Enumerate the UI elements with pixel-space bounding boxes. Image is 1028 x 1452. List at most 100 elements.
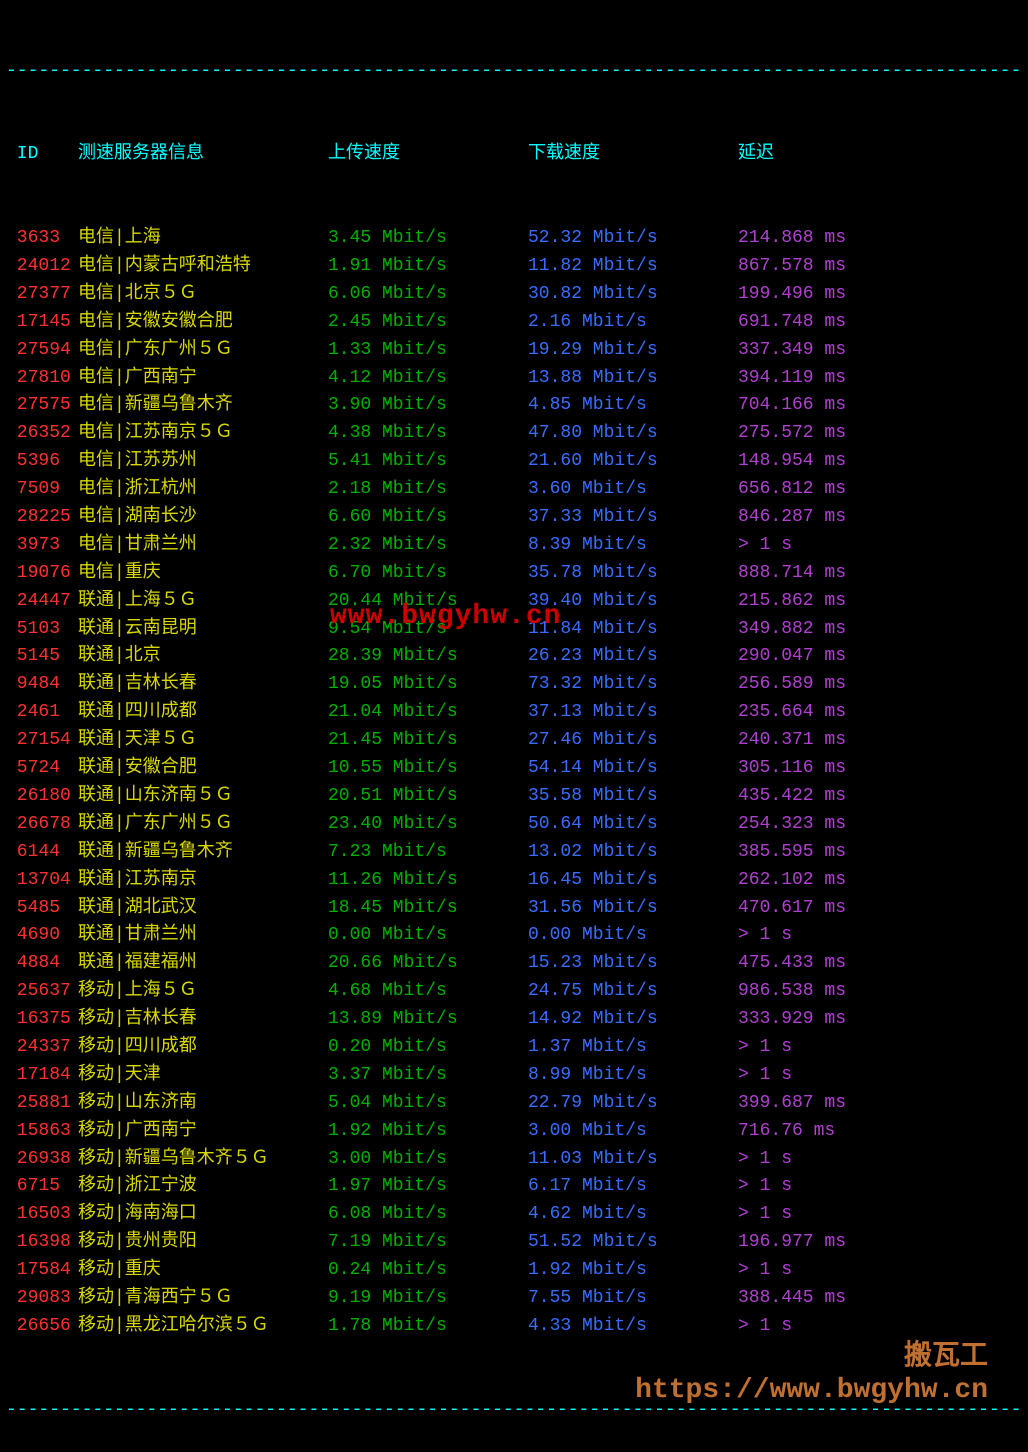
table-row: 5103联通|云南昆明9.54 Mbit/s11.84 Mbit/s349.88… [6,616,1022,644]
cell-up: 13.89 Mbit/s [328,1006,528,1034]
cell-server: 移动|新疆乌鲁木齐５Ｇ [78,1146,328,1174]
table-row: 25637移动|上海５Ｇ4.68 Mbit/s24.75 Mbit/s986.5… [6,978,1022,1006]
cell-server: 电信|浙江杭州 [78,476,328,504]
cell-id: 9484 [6,671,78,699]
table-row: 26352电信|江苏南京５Ｇ4.38 Mbit/s47.80 Mbit/s275… [6,420,1022,448]
table-row: 19076电信|重庆6.70 Mbit/s35.78 Mbit/s888.714… [6,560,1022,588]
cell-down: 14.92 Mbit/s [528,1006,738,1034]
cell-up: 0.24 Mbit/s [328,1257,528,1285]
cell-lat: > 1 s [738,922,1022,950]
table-row: 16503移动|海南海口6.08 Mbit/s4.62 Mbit/s> 1 s [6,1201,1022,1229]
cell-server: 联通|上海５Ｇ [78,588,328,616]
cell-id: 6715 [6,1173,78,1201]
cell-up: 9.19 Mbit/s [328,1285,528,1313]
table-row: 2461联通|四川成都21.04 Mbit/s37.13 Mbit/s235.6… [6,699,1022,727]
cell-lat: 215.862 ms [738,588,1022,616]
table-row: 25881移动|山东济南5.04 Mbit/s22.79 Mbit/s399.6… [6,1090,1022,1118]
cell-id: 29083 [6,1285,78,1313]
cell-down: 11.82 Mbit/s [528,253,738,281]
cell-id: 19076 [6,560,78,588]
cell-down: 35.78 Mbit/s [528,560,738,588]
cell-lat: 986.538 ms [738,978,1022,1006]
cell-server: 电信|安徽安徽合肥 [78,309,328,337]
cell-id: 26938 [6,1146,78,1174]
cell-id: 27575 [6,392,78,420]
table-body: 3633电信|上海3.45 Mbit/s52.32 Mbit/s214.868 … [6,225,1022,1341]
cell-lat: > 1 s [738,1257,1022,1285]
table-row: 24447联通|上海５Ｇ20.44 Mbit/s39.40 Mbit/s215.… [6,588,1022,616]
cell-down: 50.64 Mbit/s [528,811,738,839]
cell-id: 7509 [6,476,78,504]
table-row: 16398移动|贵州贵阳7.19 Mbit/s51.52 Mbit/s196.9… [6,1229,1022,1257]
cell-id: 24337 [6,1034,78,1062]
cell-id: 27810 [6,365,78,393]
cell-server: 联通|天津５Ｇ [78,727,328,755]
cell-up: 20.44 Mbit/s [328,588,528,616]
table-row: 29083移动|青海西宁５Ｇ9.19 Mbit/s7.55 Mbit/s388.… [6,1285,1022,1313]
cell-lat: 394.119 ms [738,365,1022,393]
cell-down: 51.52 Mbit/s [528,1229,738,1257]
cell-lat: 470.617 ms [738,895,1022,923]
cell-server: 电信|江苏南京５Ｇ [78,420,328,448]
cell-down: 7.55 Mbit/s [528,1285,738,1313]
cell-down: 13.88 Mbit/s [528,365,738,393]
table-row: 26656移动|黑龙江哈尔滨５Ｇ1.78 Mbit/s4.33 Mbit/s> … [6,1313,1022,1341]
table-row: 27810电信|广西南宁4.12 Mbit/s13.88 Mbit/s394.1… [6,365,1022,393]
cell-id: 27594 [6,337,78,365]
cell-lat: 333.929 ms [738,1006,1022,1034]
cell-server: 电信|内蒙古呼和浩特 [78,253,328,281]
cell-up: 6.70 Mbit/s [328,560,528,588]
table-row: 5396电信|江苏苏州5.41 Mbit/s21.60 Mbit/s148.95… [6,448,1022,476]
cell-down: 21.60 Mbit/s [528,448,738,476]
cell-up: 21.04 Mbit/s [328,699,528,727]
cell-id: 6144 [6,839,78,867]
cell-up: 21.45 Mbit/s [328,727,528,755]
table-row: 6715移动|浙江宁波1.97 Mbit/s6.17 Mbit/s> 1 s [6,1173,1022,1201]
cell-up: 2.32 Mbit/s [328,532,528,560]
cell-id: 26656 [6,1313,78,1341]
cell-up: 19.05 Mbit/s [328,671,528,699]
cell-server: 联通|广东广州５Ｇ [78,811,328,839]
cell-server: 联通|吉林长春 [78,671,328,699]
cell-server: 电信|江苏苏州 [78,448,328,476]
terminal-output: ----------------------------------------… [0,0,1028,1452]
cell-id: 17584 [6,1257,78,1285]
cell-id: 3973 [6,532,78,560]
cell-server: 移动|浙江宁波 [78,1173,328,1201]
cell-down: 1.37 Mbit/s [528,1034,738,1062]
cell-id: 28225 [6,504,78,532]
cell-id: 5103 [6,616,78,644]
cell-id: 16503 [6,1201,78,1229]
cell-server: 联通|北京 [78,643,328,671]
cell-lat: > 1 s [738,1173,1022,1201]
cell-up: 4.12 Mbit/s [328,365,528,393]
cell-down: 24.75 Mbit/s [528,978,738,1006]
cell-lat: 337.349 ms [738,337,1022,365]
cell-up: 9.54 Mbit/s [328,616,528,644]
table-row: 27377电信|北京５Ｇ6.06 Mbit/s30.82 Mbit/s199.4… [6,281,1022,309]
cell-down: 39.40 Mbit/s [528,588,738,616]
cell-down: 4.85 Mbit/s [528,392,738,420]
cell-up: 4.68 Mbit/s [328,978,528,1006]
cell-id: 17184 [6,1062,78,1090]
cell-up: 2.18 Mbit/s [328,476,528,504]
cell-up: 6.08 Mbit/s [328,1201,528,1229]
table-row: 9484联通|吉林长春19.05 Mbit/s73.32 Mbit/s256.5… [6,671,1022,699]
cell-down: 11.03 Mbit/s [528,1146,738,1174]
cell-server: 联通|四川成都 [78,699,328,727]
cell-down: 30.82 Mbit/s [528,281,738,309]
cell-server: 电信|甘肃兰州 [78,532,328,560]
cell-lat: 888.714 ms [738,560,1022,588]
cell-up: 23.40 Mbit/s [328,811,528,839]
cell-id: 24012 [6,253,78,281]
table-row: 15863移动|广西南宁1.92 Mbit/s3.00 Mbit/s716.76… [6,1118,1022,1146]
cell-server: 联通|新疆乌鲁木齐 [78,839,328,867]
cell-id: 16398 [6,1229,78,1257]
table-row: 17184移动|天津3.37 Mbit/s8.99 Mbit/s> 1 s [6,1062,1022,1090]
cell-lat: > 1 s [738,1034,1022,1062]
cell-lat: > 1 s [738,1062,1022,1090]
cell-up: 0.00 Mbit/s [328,922,528,950]
table-header: ID 测速服务器信息 上传速度 下载速度 延迟 [6,141,1022,169]
cell-server: 移动|贵州贵阳 [78,1229,328,1257]
cell-id: 4690 [6,922,78,950]
